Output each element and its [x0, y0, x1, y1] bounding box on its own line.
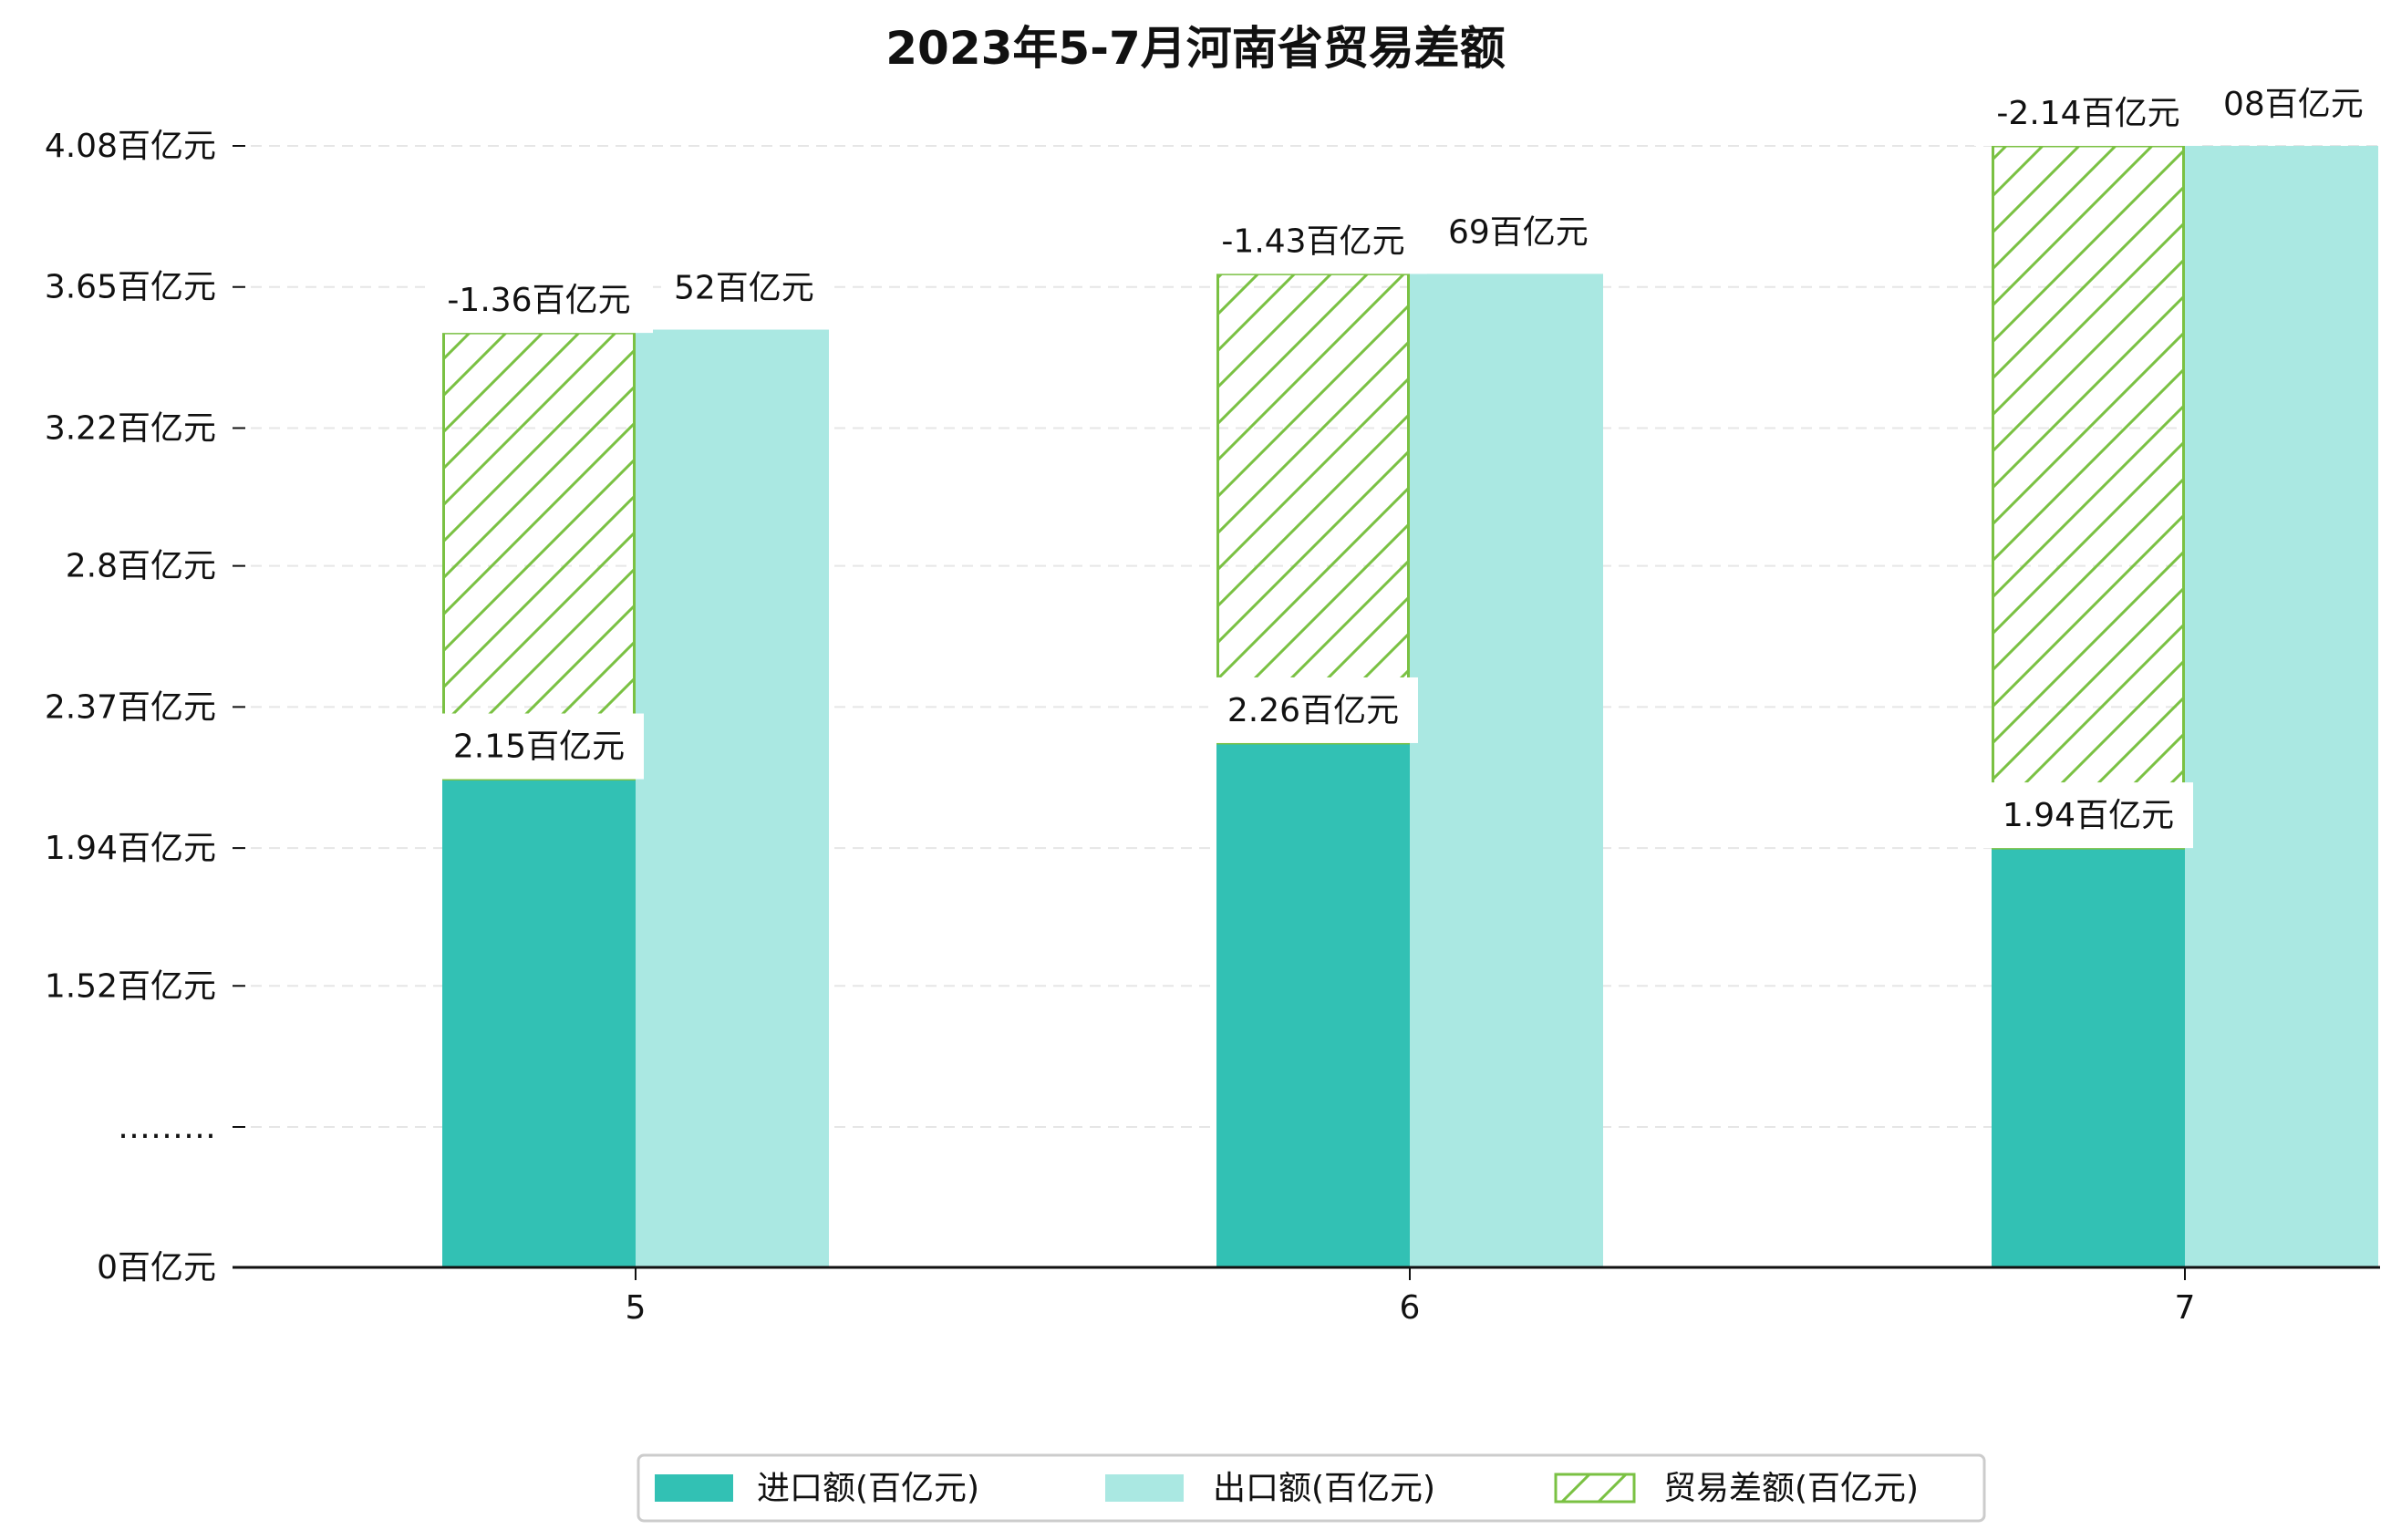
- axes: 0百亿元 ……… 1.52百亿元 1.94百亿元 2.37百亿元 2.8百亿元 3.22百亿…: [45, 128, 2380, 1327]
- y-tick-label: 4.08百亿元: [45, 128, 216, 165]
- bar-import: [442, 779, 636, 1267]
- label-balance-box: [1199, 208, 1427, 274]
- label-import-box: [1983, 782, 2193, 849]
- legend-label: 进口额(百亿元): [757, 1470, 979, 1507]
- label-import: 1.94百亿元: [2003, 797, 2174, 834]
- label-balance: -1.43百亿元: [1221, 222, 1404, 260]
- bar-balance: [1992, 144, 2185, 850]
- bar-export: [636, 329, 829, 1267]
- bar-import: [1992, 848, 2185, 1267]
- legend-label: 出口额(百亿元): [1213, 1470, 1435, 1507]
- y-tick-label: 3.65百亿元: [45, 269, 216, 306]
- bar-export: [2185, 146, 2378, 1267]
- y-tick-label: 1.52百亿元: [45, 967, 216, 1005]
- label-export-box: [2210, 73, 2384, 137]
- legend-swatch: [1554, 1473, 1636, 1504]
- legend-box: [637, 1453, 1986, 1523]
- label-import: 2.15百亿元: [453, 729, 625, 766]
- legend: 进口额(百亿元) 出口额(百亿元) 贸易差额(百亿元): [637, 1453, 1986, 1523]
- label-import: 2.26百亿元: [1227, 692, 1399, 729]
- bar-balance: [442, 331, 636, 781]
- label-import-box: [1208, 677, 1418, 743]
- label-balance: -2.14百亿元: [1996, 95, 2179, 132]
- y-tick-label: 0百亿元: [97, 1249, 216, 1287]
- label-export-box: [1435, 201, 1609, 265]
- y-tick-label: 2.8百亿元: [66, 548, 216, 585]
- label-balance: -1.36百亿元: [447, 282, 630, 319]
- chart-title: 2023年5-7月河南省贸易差额: [885, 22, 1506, 75]
- bars: [442, 144, 2378, 1267]
- y-tick-label: 1.94百亿元: [45, 830, 216, 867]
- legend-label: 贸易差额(百亿元): [1663, 1470, 1919, 1507]
- bar-balance: [1216, 272, 1410, 745]
- label-balance-box: [425, 267, 653, 334]
- legend-swatch: [1105, 1474, 1184, 1502]
- label-balance-box: [1974, 80, 2202, 146]
- x-tick-label: 6: [1400, 1289, 1421, 1327]
- x-tick-label: 7: [2175, 1289, 2196, 1327]
- label-export-box: [661, 256, 834, 321]
- label-export: 08百亿元: [2223, 86, 2364, 123]
- label-import-box: [434, 713, 644, 780]
- label-export: 52百亿元: [674, 270, 814, 307]
- bar-import: [1216, 742, 1410, 1267]
- y-tick-label: 2.37百亿元: [45, 688, 216, 726]
- x-tick-label: 5: [626, 1289, 647, 1327]
- label-export: 69百亿元: [1448, 213, 1589, 251]
- y-tick-label: 3.22百亿元: [45, 409, 216, 447]
- y-tick-label: ………: [118, 1109, 216, 1146]
- data-labels: 2.15百亿元 -1.36百亿元 52百亿元 2.26百亿元 -1.43百亿元 69百亿元…: [425, 73, 2384, 849]
- legend-swatch: [655, 1474, 733, 1502]
- bar-export: [1410, 274, 1603, 1267]
